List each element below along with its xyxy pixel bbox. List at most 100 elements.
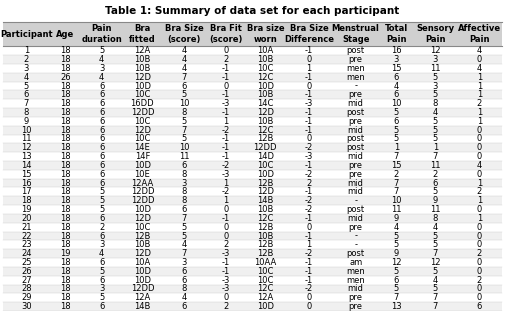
Text: 10A: 10A (134, 258, 150, 267)
Text: 6: 6 (99, 214, 104, 223)
Text: 8: 8 (181, 188, 187, 197)
Text: 12B: 12B (257, 134, 274, 143)
Text: 0: 0 (477, 293, 482, 302)
Text: 12A: 12A (134, 46, 150, 55)
Text: -1: -1 (305, 276, 313, 285)
Text: 15: 15 (391, 64, 401, 73)
Bar (3, 135, 502, 143)
Text: 12D: 12D (134, 214, 151, 223)
Text: 5: 5 (394, 285, 399, 294)
Text: -1: -1 (305, 46, 313, 55)
Text: 3: 3 (433, 55, 438, 64)
Text: 7: 7 (433, 293, 438, 302)
Text: 6: 6 (99, 134, 104, 143)
Text: 4: 4 (99, 249, 104, 258)
Text: 6: 6 (99, 99, 104, 108)
Text: 10B: 10B (134, 55, 150, 64)
Text: -3: -3 (222, 285, 230, 294)
Text: 18: 18 (60, 161, 71, 170)
Bar (3, 214, 502, 223)
Text: 10D: 10D (134, 81, 151, 91)
Text: 7: 7 (394, 293, 399, 302)
Text: 10D: 10D (134, 205, 151, 214)
Text: 6: 6 (99, 152, 104, 161)
Text: 10D: 10D (134, 161, 151, 170)
Text: 12B: 12B (257, 179, 274, 188)
Text: -1: -1 (222, 152, 230, 161)
Text: 7: 7 (24, 99, 29, 108)
Text: Bra size
worn: Bra size worn (246, 24, 284, 44)
Text: pre: pre (348, 117, 363, 126)
Text: 12C: 12C (257, 214, 274, 223)
Text: 5: 5 (99, 188, 104, 197)
Text: 10C: 10C (134, 134, 150, 143)
Bar (3, 91, 502, 99)
Text: 10C: 10C (257, 64, 274, 73)
Text: 2: 2 (477, 249, 482, 258)
Text: mid: mid (348, 214, 364, 223)
Text: mid: mid (348, 99, 364, 108)
Text: 6: 6 (99, 91, 104, 100)
Text: 5: 5 (99, 267, 104, 276)
Text: -1: -1 (222, 134, 230, 143)
Text: 0: 0 (477, 143, 482, 152)
Text: Pain
duration: Pain duration (81, 24, 122, 44)
Text: 10B: 10B (257, 91, 274, 100)
Text: 4: 4 (433, 276, 438, 285)
Text: 10C: 10C (257, 276, 274, 285)
Text: 2: 2 (223, 240, 228, 249)
Text: 6: 6 (433, 179, 438, 188)
Text: 0: 0 (477, 126, 482, 135)
Text: 0: 0 (307, 81, 312, 91)
Text: -1: -1 (305, 117, 313, 126)
Bar (3, 240, 502, 249)
Text: 10C: 10C (134, 117, 150, 126)
Text: 2: 2 (477, 188, 482, 197)
Text: 3: 3 (24, 64, 29, 73)
Text: 6: 6 (477, 302, 482, 311)
Text: 24: 24 (21, 249, 32, 258)
Text: -1: -1 (305, 108, 313, 117)
Text: 0: 0 (477, 55, 482, 64)
Text: 11: 11 (430, 161, 441, 170)
Text: 12D: 12D (257, 188, 274, 197)
Text: -1: -1 (305, 258, 313, 267)
Text: 6: 6 (181, 205, 187, 214)
Text: 0: 0 (477, 205, 482, 214)
Text: 14F: 14F (135, 152, 150, 161)
Text: 4: 4 (181, 46, 187, 55)
Text: 2: 2 (477, 99, 482, 108)
Text: 0: 0 (307, 293, 312, 302)
Text: 5: 5 (433, 91, 438, 100)
Text: 18: 18 (60, 134, 71, 143)
Bar (3, 82, 502, 91)
Text: post: post (346, 46, 365, 55)
Text: 18: 18 (60, 81, 71, 91)
Text: -3: -3 (222, 276, 230, 285)
Text: 3: 3 (181, 179, 187, 188)
Text: 10C: 10C (134, 223, 150, 232)
Text: 4: 4 (394, 81, 399, 91)
Bar (3, 196, 502, 205)
Text: 1: 1 (477, 81, 482, 91)
Text: mid: mid (348, 126, 364, 135)
Text: 11: 11 (430, 205, 441, 214)
Text: 7: 7 (181, 126, 187, 135)
Text: 7: 7 (394, 152, 399, 161)
Text: 6: 6 (394, 91, 399, 100)
Text: -3: -3 (305, 152, 313, 161)
Text: Sensory
Pain: Sensory Pain (417, 24, 455, 44)
Text: 18: 18 (60, 46, 71, 55)
Text: 5: 5 (394, 126, 399, 135)
Text: Menstrual
Stage: Menstrual Stage (332, 24, 380, 44)
Text: 6: 6 (99, 302, 104, 311)
Text: 1: 1 (307, 240, 312, 249)
Text: 12C: 12C (257, 126, 274, 135)
Text: 2: 2 (433, 170, 438, 179)
Text: 7: 7 (433, 152, 438, 161)
Text: 5: 5 (433, 126, 438, 135)
Text: 10: 10 (179, 143, 189, 152)
Text: 18: 18 (60, 55, 71, 64)
Text: 12D: 12D (257, 108, 274, 117)
Text: 7: 7 (394, 188, 399, 197)
